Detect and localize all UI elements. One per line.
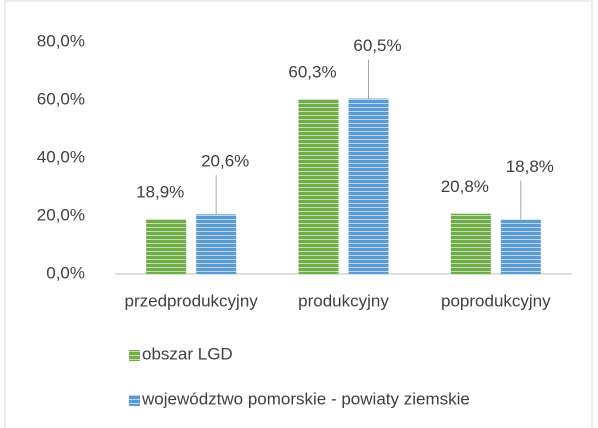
x-tick-label: przedprodukcyjny [125, 291, 259, 310]
data-label: 18,9% [136, 183, 184, 202]
x-tick-label: poprodukcyjny [441, 291, 551, 310]
y-tick-label: 60,0% [37, 89, 85, 108]
bar [348, 98, 389, 274]
bar [196, 214, 237, 274]
data-label: 20,8% [441, 177, 489, 196]
y-tick-label: 80,0% [37, 31, 85, 50]
bar [500, 219, 541, 274]
legend-label: województwo pomorskie - powiaty ziemskie [141, 389, 470, 408]
bar [146, 219, 187, 274]
bar [298, 99, 339, 274]
x-tick-label: produkcyjny [298, 291, 389, 310]
legend-label: obszar LGD [142, 344, 233, 363]
y-tick-label: 20,0% [37, 205, 85, 224]
legend-marker [129, 350, 140, 361]
data-label: 60,3% [288, 63, 336, 82]
data-label: 18,8% [506, 157, 554, 176]
data-label: 20,6% [201, 152, 249, 171]
data-label: 60,5% [353, 36, 401, 55]
bar [450, 213, 491, 274]
y-tick-label: 40,0% [37, 147, 85, 166]
legend-marker [129, 395, 140, 406]
y-tick-label: 0,0% [46, 263, 85, 282]
